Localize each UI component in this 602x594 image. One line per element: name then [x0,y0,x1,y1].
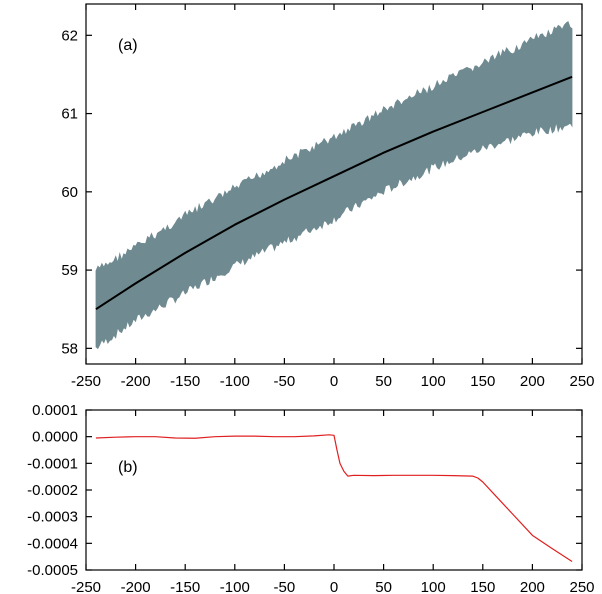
series-line-1-0 [95,434,573,562]
y-tick-label: -0.0001 [27,455,78,472]
series-line-0-1 [95,75,573,311]
x-tick-label: 50 [375,579,392,594]
x-tick-label: -150 [170,579,200,594]
x-tick-label: 0 [330,373,338,390]
plot-frame [85,409,583,571]
x-tick-label: -200 [121,579,151,594]
y-tick-label: 0.0000 [32,429,78,446]
y-tick-label: 62 [61,27,78,44]
x-tick-label: 150 [470,373,495,390]
y-tick-label: 60 [61,184,78,201]
y-tick-label: -0.0004 [27,535,78,552]
x-tick-label: 100 [421,373,446,390]
x-tick-label: 250 [569,579,594,594]
x-tick-label: -150 [170,373,200,390]
series-band-0-0 [95,21,573,350]
x-tick-label: 250 [569,373,594,390]
x-tick-label: 150 [470,579,495,594]
panel-a: -250 -200 -150 -100 -50 0 50 100 150 200 250 58 59 60… [61,3,595,390]
panel-label: (b) [118,459,138,476]
y-tick-label: 61 [61,106,78,123]
x-tick-label: 200 [520,373,545,390]
x-tick-label: -250 [71,373,101,390]
y-tick-label: -0.0003 [27,509,78,526]
x-tick-label: -250 [71,579,101,594]
x-tick-label: 200 [520,579,545,594]
x-tick-label: -200 [121,373,151,390]
x-tick-label: -50 [274,373,296,390]
x-tick-label: 0 [330,579,338,594]
panel-b: -250 -200 -150 -100 -50 0 50 100 150 200 250 0.0001… [27,402,594,594]
x-tick-label: -50 [274,579,296,594]
y-tick-label: -0.0002 [27,482,78,499]
y-tick-label: 58 [61,340,78,357]
panel-label: (a) [118,37,138,54]
x-tick-label: 100 [421,579,446,594]
x-tick-label: -100 [220,579,250,594]
y-tick-label: 0.0001 [32,402,78,419]
y-tick-label: -0.0005 [27,562,78,579]
x-tick-label: -100 [220,373,250,390]
y-tick-label: 59 [61,262,78,279]
x-tick-label: 50 [375,373,392,390]
